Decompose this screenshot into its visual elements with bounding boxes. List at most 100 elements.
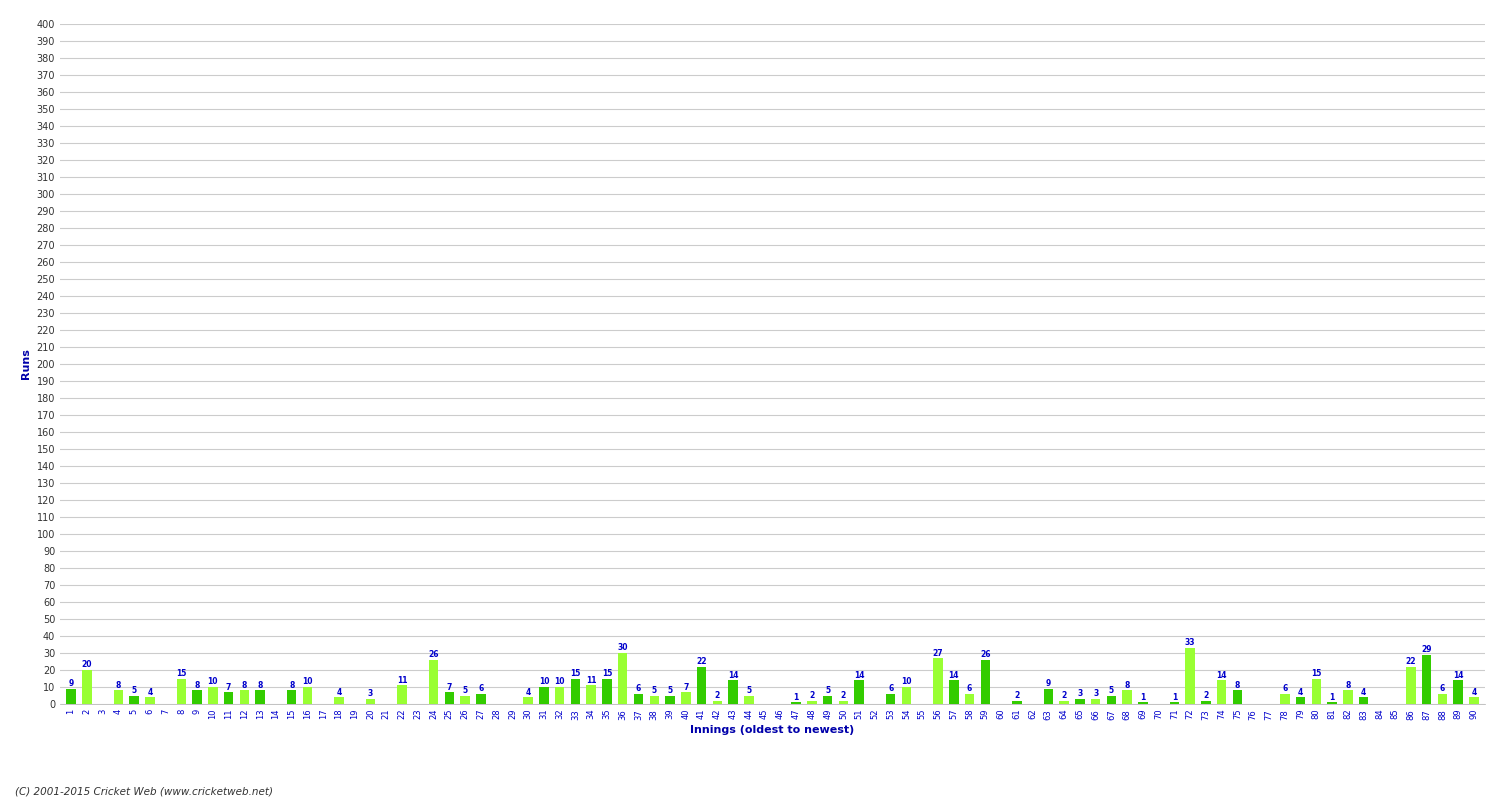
Text: 2: 2: [1203, 691, 1209, 700]
Text: 30: 30: [618, 643, 628, 653]
Text: 27: 27: [933, 649, 944, 658]
Text: 10: 10: [555, 678, 566, 686]
Text: 2: 2: [810, 691, 814, 700]
Text: 9: 9: [69, 679, 74, 688]
Bar: [1454, 680, 1462, 704]
Text: 15: 15: [602, 669, 612, 678]
Text: 7: 7: [682, 682, 688, 691]
Bar: [444, 692, 454, 704]
Bar: [618, 653, 627, 704]
Bar: [1233, 690, 1242, 704]
Bar: [681, 692, 690, 704]
Text: 8: 8: [1125, 681, 1130, 690]
Bar: [429, 660, 438, 704]
Bar: [666, 695, 675, 704]
Text: 1: 1: [794, 693, 800, 702]
Bar: [1422, 654, 1431, 704]
Text: 10: 10: [207, 678, 218, 686]
Bar: [303, 687, 312, 704]
Bar: [1090, 699, 1101, 704]
Text: 2: 2: [1062, 691, 1066, 700]
Text: 14: 14: [1454, 670, 1464, 680]
Bar: [933, 658, 942, 704]
Text: 26: 26: [429, 650, 439, 659]
Bar: [886, 694, 896, 704]
Bar: [1185, 648, 1196, 704]
Bar: [476, 694, 486, 704]
Bar: [1468, 697, 1479, 704]
Text: 6: 6: [968, 684, 972, 694]
Text: 2: 2: [714, 691, 720, 700]
Bar: [712, 701, 722, 704]
Text: 3: 3: [1094, 690, 1098, 698]
Bar: [524, 697, 532, 704]
Bar: [1280, 694, 1290, 704]
Bar: [744, 695, 753, 704]
Bar: [807, 701, 816, 704]
Bar: [1044, 689, 1053, 704]
Text: 5: 5: [651, 686, 657, 695]
Bar: [240, 690, 249, 704]
Bar: [950, 680, 958, 704]
Text: 9: 9: [1046, 679, 1052, 688]
Bar: [129, 695, 140, 704]
Bar: [209, 687, 218, 704]
Text: 8: 8: [1234, 681, 1240, 690]
Text: 1: 1: [1140, 693, 1146, 702]
Text: 8: 8: [290, 681, 294, 690]
Bar: [66, 689, 76, 704]
Bar: [1059, 701, 1070, 704]
Bar: [964, 694, 975, 704]
Bar: [1328, 702, 1336, 704]
Text: 4: 4: [1298, 688, 1304, 697]
Text: 4: 4: [336, 688, 342, 697]
Bar: [1359, 697, 1368, 704]
Text: 26: 26: [980, 650, 990, 659]
Text: 8: 8: [116, 681, 122, 690]
Text: 8: 8: [242, 681, 248, 690]
Text: 14: 14: [853, 670, 864, 680]
Text: 14: 14: [728, 670, 738, 680]
Text: 4: 4: [147, 688, 153, 697]
Text: 7: 7: [226, 682, 231, 691]
Bar: [1122, 690, 1132, 704]
Bar: [1138, 702, 1148, 704]
Text: 6: 6: [888, 684, 894, 694]
Text: 2: 2: [1014, 691, 1020, 700]
Bar: [1296, 697, 1305, 704]
Bar: [114, 690, 123, 704]
Bar: [255, 690, 266, 704]
Text: 5: 5: [462, 686, 468, 695]
Text: 5: 5: [747, 686, 752, 695]
Y-axis label: Runs: Runs: [21, 349, 32, 379]
Bar: [177, 678, 186, 704]
Text: 5: 5: [132, 686, 136, 695]
Text: 6: 6: [478, 684, 483, 694]
Text: 1: 1: [1172, 693, 1178, 702]
Bar: [634, 694, 644, 704]
Text: 3: 3: [1077, 690, 1083, 698]
Bar: [650, 695, 658, 704]
Bar: [1406, 666, 1416, 704]
Bar: [729, 680, 738, 704]
Text: 4: 4: [1360, 688, 1366, 697]
Text: 10: 10: [902, 678, 912, 686]
Text: 3: 3: [368, 690, 374, 698]
Text: 7: 7: [447, 682, 452, 691]
Text: 29: 29: [1422, 645, 1432, 654]
Text: 4: 4: [1472, 688, 1476, 697]
Bar: [839, 701, 848, 704]
Bar: [855, 680, 864, 704]
Bar: [570, 678, 580, 704]
Bar: [334, 697, 344, 704]
Bar: [1107, 695, 1116, 704]
Bar: [902, 687, 910, 704]
Text: 15: 15: [1311, 669, 1322, 678]
Bar: [1013, 701, 1022, 704]
Text: 14: 14: [948, 670, 958, 680]
Text: 10: 10: [538, 678, 549, 686]
Bar: [146, 697, 154, 704]
Text: 6: 6: [636, 684, 640, 694]
Text: 5: 5: [825, 686, 830, 695]
Text: 8: 8: [195, 681, 200, 690]
